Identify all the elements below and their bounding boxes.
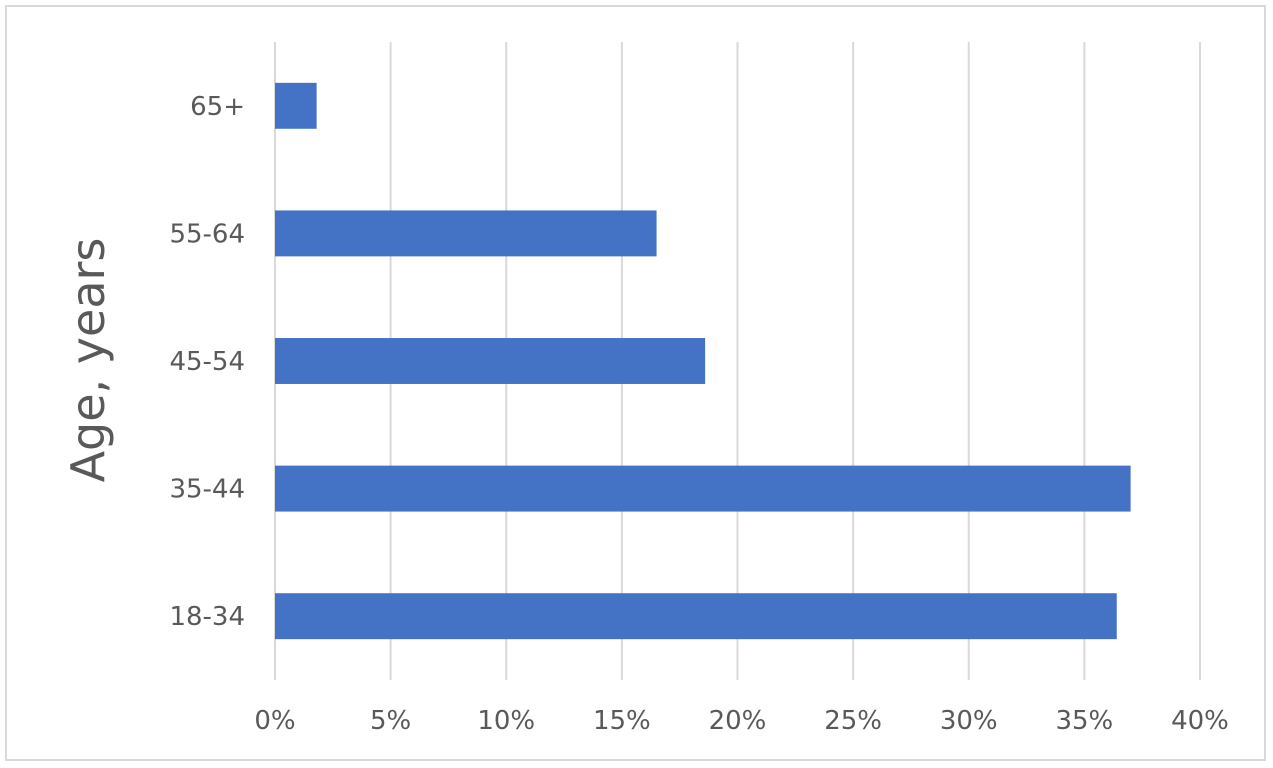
x-tick-label: 0% — [254, 706, 295, 736]
bar-65+ — [275, 82, 317, 129]
category-labels: 18-34 35-44 45-54 55-64 65+ — [169, 92, 245, 632]
gridlines — [274, 42, 1201, 680]
category-label: 45-54 — [169, 347, 245, 377]
x-tick-label: 30% — [940, 706, 998, 736]
x-tick-label: 35% — [1055, 706, 1113, 736]
x-tick-labels: 0% 5% 10% 15% 20% 25% 30% 35% 40% — [254, 706, 1229, 736]
bar-55-64 — [275, 210, 657, 257]
x-tick-label: 5% — [370, 706, 411, 736]
x-tick-label: 15% — [593, 706, 651, 736]
category-label: 35-44 — [169, 475, 245, 505]
category-label: 65+ — [190, 92, 245, 122]
bar-18-34 — [275, 593, 1117, 640]
x-tick-label: 40% — [1171, 706, 1229, 736]
category-label: 18-34 — [169, 602, 245, 632]
x-tick-label: 20% — [709, 706, 767, 736]
x-tick-label: 10% — [477, 706, 535, 736]
bar-45-54 — [275, 338, 706, 384]
bars — [275, 82, 1131, 640]
x-tick-label: 25% — [824, 706, 882, 736]
category-label: 55-64 — [169, 219, 245, 249]
bar-35-44 — [275, 465, 1131, 512]
